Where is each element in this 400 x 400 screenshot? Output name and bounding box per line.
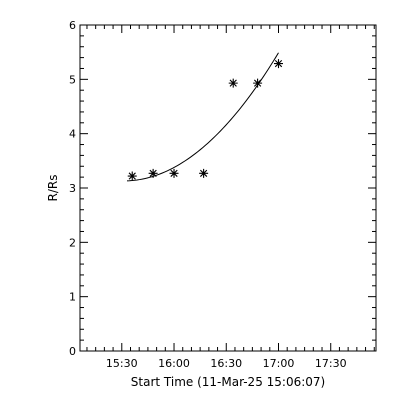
x-tick-label: 15:30 [106,357,138,370]
y-tick-label: 5 [69,73,76,86]
data-point [253,78,263,88]
y-tick-labels: 0 1 2 3 4 5 6 [69,19,76,358]
data-point [169,168,179,178]
data-point [127,171,137,181]
y-tick-label: 1 [69,291,76,304]
y-tick-label: 2 [69,236,76,249]
plot-frame [79,24,377,352]
y-tick-label: 6 [69,19,76,32]
x-tick-label: 16:30 [210,357,242,370]
x-tick-labels: 15:30 16:00 16:30 17:00 17:30 [106,357,347,370]
data-point [228,78,238,88]
data-point [273,59,283,69]
data-point [199,168,209,178]
fit-curve [126,52,279,182]
x-axis-label: Start Time (11-Mar-25 15:06:07) [131,375,325,389]
y-axis-label: R/Rs [46,175,60,202]
x-tick-label: 16:00 [158,357,190,370]
data-point [148,168,158,178]
y-tick-label: 4 [69,128,76,141]
axis-ticks [80,24,376,352]
x-tick-label: 17:00 [263,357,295,370]
data-points [127,59,283,181]
y-tick-label: 3 [69,182,76,195]
x-tick-label: 17:30 [315,357,347,370]
y-tick-label: 0 [69,345,76,358]
